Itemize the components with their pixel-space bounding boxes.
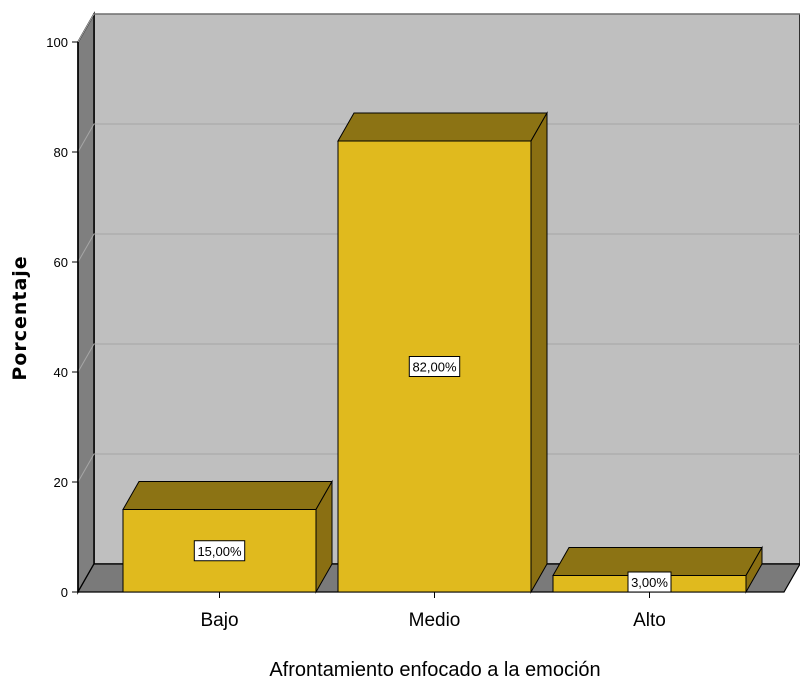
y-tick-label: 100 [46,35,68,50]
data-label: 15,00% [197,544,242,559]
y-axis-title: Porcentaje [9,255,31,380]
data-label: 3,00% [631,575,668,590]
y-tick-label: 60 [54,255,68,270]
data-label-box [408,356,461,377]
bar-top [122,481,333,510]
bar-bajo: 15,00% [122,479,333,594]
bar-top [552,547,763,576]
y-tick-label: 20 [54,475,68,490]
bar-alto: 3,00% [552,545,763,594]
x-axis-title: Afrontamiento enfocado a la emoción [269,659,600,681]
gridlines [77,13,800,483]
y-axis-ticks: 0 20 40 60 80 100 [46,35,79,600]
gridline [77,453,800,483]
gridline [77,343,800,373]
bars: 15,00% 82,00% 3,00% [122,111,763,594]
side-wall [77,11,95,595]
gridline [77,13,800,43]
x-category-label: Medio [409,610,461,631]
y-tick-label: 0 [61,585,68,600]
y-tick-label: 40 [54,365,68,380]
x-category-label: Bajo [200,610,238,631]
gridline [77,123,800,153]
x-axis-category-labels: Bajo Medio Alto [200,592,666,631]
x-category-label: Alto [633,610,666,631]
bar-side [530,111,548,594]
bar-medio: 82,00% [337,111,548,594]
y-tick-label: 80 [54,145,68,160]
data-label: 82,00% [412,360,457,375]
data-label-box [193,540,246,562]
gridline [77,233,800,263]
bar-top [337,112,548,142]
